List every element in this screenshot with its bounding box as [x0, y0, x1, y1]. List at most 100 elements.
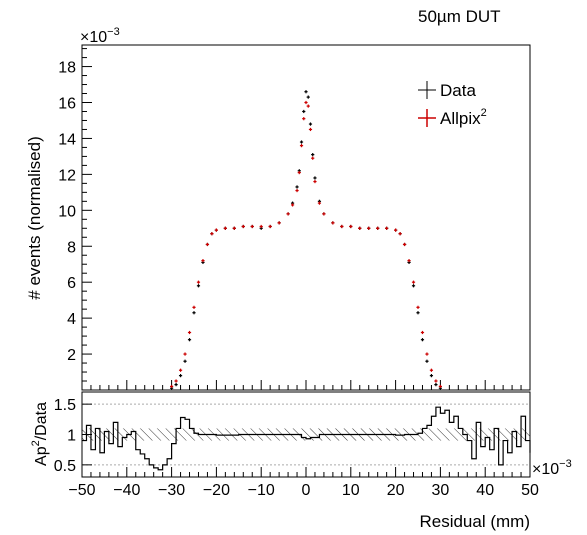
- main-y-exponent: ×10−3: [80, 26, 120, 46]
- data-point: [277, 221, 281, 225]
- data-point: [313, 179, 317, 184]
- data-point: [170, 384, 174, 389]
- data-point: [304, 90, 308, 94]
- data-point: [241, 224, 245, 229]
- data-point: [313, 176, 317, 180]
- main-y-tick-label: 4: [67, 311, 76, 328]
- data-point: [420, 338, 425, 342]
- data-point: [367, 226, 371, 230]
- dut-annotation: 50µm DUT: [418, 7, 501, 26]
- data-point: [420, 330, 425, 335]
- data-point: [205, 242, 210, 247]
- data-point: [331, 221, 335, 225]
- data-point: [438, 384, 442, 389]
- data-point: [306, 95, 310, 99]
- data-point: [187, 338, 192, 342]
- data-point: [210, 232, 214, 236]
- legend-allpix-marker: [418, 109, 436, 127]
- data-point: [311, 156, 315, 160]
- data-point: [425, 359, 429, 363]
- data-point: [174, 379, 178, 383]
- ratio-y-tick-label: 0.5: [54, 458, 76, 475]
- x-tick-label: 0: [302, 482, 311, 499]
- data-point: [308, 127, 313, 132]
- x-tick-label: 10: [342, 482, 360, 499]
- data-point: [290, 203, 295, 207]
- data-point: [306, 104, 310, 108]
- main-y-tick-label: 2: [67, 347, 76, 364]
- main-y-axis: 2 4 6 8 10 12 14 16 18: [58, 48, 92, 382]
- main-y-tick-label: 18: [58, 60, 76, 77]
- data-point: [308, 122, 313, 126]
- data-point: [174, 383, 178, 387]
- x-tick-label: 20: [387, 482, 405, 499]
- data-point: [295, 185, 299, 189]
- data-point: [407, 259, 411, 263]
- data-point: [304, 100, 308, 105]
- data-point: [302, 117, 306, 121]
- data-point: [402, 242, 407, 247]
- main-y-axis-label: # events (normalised): [25, 136, 44, 299]
- data-point: [394, 228, 398, 232]
- legend: Data Allpix2: [418, 81, 487, 128]
- data-point: [317, 201, 322, 205]
- main-y-tick-label: 16: [58, 96, 76, 113]
- data-point: [178, 374, 183, 378]
- data-point: [297, 170, 301, 175]
- data-point: [302, 109, 306, 114]
- data-point: [192, 305, 196, 309]
- ratio-y-axis: 0.5 1 1.5: [54, 397, 92, 475]
- data-point: [340, 224, 344, 229]
- data-point: [187, 330, 192, 335]
- data-point: [196, 284, 201, 288]
- legend-allpix-label: Allpix2: [440, 107, 487, 128]
- main-y-tick-label: 14: [58, 131, 76, 148]
- data-point: [268, 224, 272, 229]
- ratio-panel: 0.5 1 1.5 −50 −40 −30 −20 −10 0 10 20 30 40 50 Ap2/D…: [30, 391, 572, 531]
- data-point: [183, 352, 187, 356]
- data-point: [286, 212, 290, 216]
- data-point: [223, 226, 227, 230]
- main-y-tick-label: 10: [58, 203, 76, 220]
- main-y-tick-label: 8: [67, 239, 76, 256]
- x-tick-label: −30: [158, 482, 185, 499]
- x-tick-label: −20: [203, 482, 230, 499]
- data-point: [411, 280, 416, 284]
- data-point: [376, 226, 380, 230]
- x-axis-label: Residual (mm): [419, 512, 530, 531]
- data-point: [259, 224, 263, 229]
- data-point: [398, 232, 402, 236]
- data-point: [250, 224, 254, 229]
- main-panel: 2 4 6 8 10 12 14 16 18 # events (normalised) ×10…: [25, 26, 531, 391]
- main-y-tick-label: 12: [58, 167, 76, 184]
- main-data-points: [170, 90, 442, 390]
- ratio-line: [82, 406, 531, 471]
- data-point: [299, 144, 304, 148]
- ratio-y-tick-label: 1.5: [54, 397, 76, 414]
- data-point: [178, 368, 183, 372]
- data-point: [429, 374, 434, 378]
- ratio-y-tick-label: 1: [67, 428, 76, 445]
- data-point: [201, 259, 205, 263]
- data-point: [429, 368, 434, 372]
- x-tick-label: 50: [521, 482, 539, 499]
- data-point: [232, 226, 236, 230]
- ratio-y-axis-label: Ap2/Data: [30, 402, 50, 466]
- data-point: [385, 226, 389, 230]
- x-exponent: ×10−3: [532, 458, 572, 478]
- data-point: [358, 226, 362, 230]
- ratio-x-axis: −50 −40 −30 −20 −10 0 10 20 30 40 50: [68, 467, 539, 499]
- data-point: [299, 140, 304, 144]
- data-point: [434, 383, 438, 387]
- x-tick-label: −50: [68, 482, 95, 499]
- x-tick-label: 40: [476, 482, 494, 499]
- legend-data-marker: [418, 81, 436, 99]
- data-point: [311, 153, 315, 157]
- x-tick-label: −40: [113, 482, 140, 499]
- main-x-axis: [81, 380, 531, 390]
- data-point: [192, 311, 196, 315]
- data-point: [183, 359, 187, 363]
- x-tick-label: −10: [248, 482, 275, 499]
- data-point: [434, 379, 438, 383]
